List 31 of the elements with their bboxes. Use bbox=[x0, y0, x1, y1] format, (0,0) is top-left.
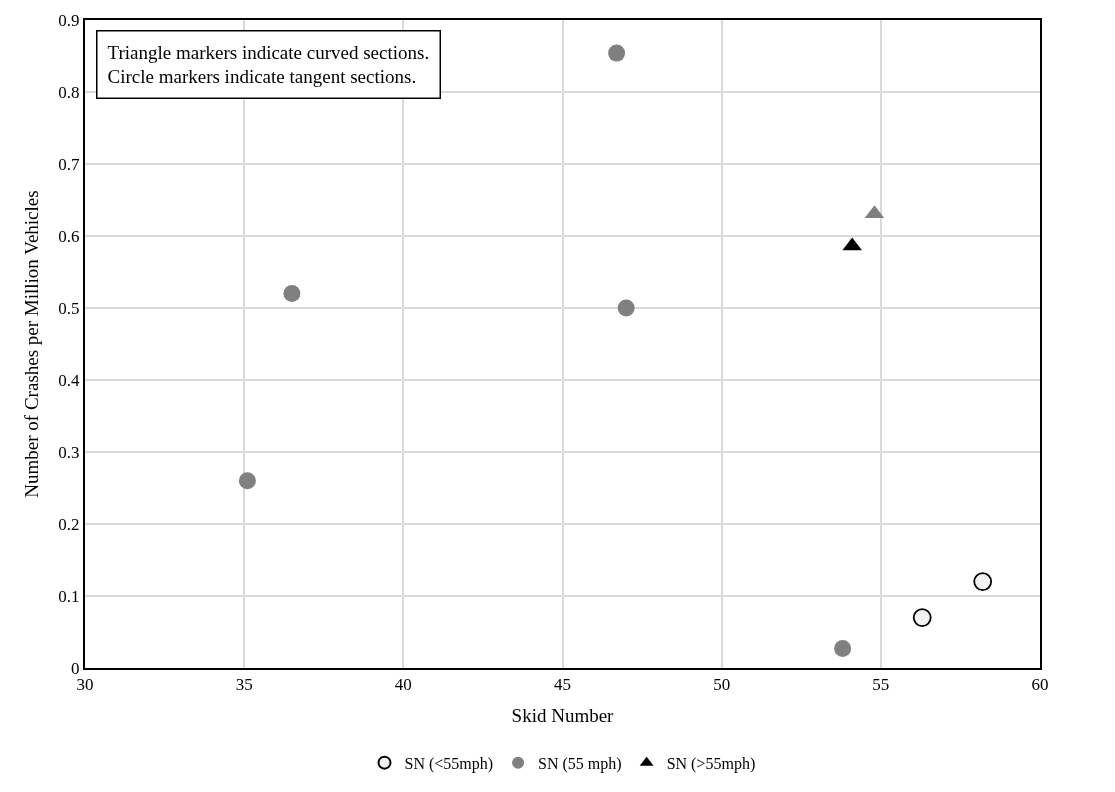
y-tick-label: 0.3 bbox=[58, 442, 80, 462]
y-tick-label: 0.6 bbox=[58, 226, 80, 246]
x-tick-label: 40 bbox=[394, 675, 412, 695]
y-tick-label: 0.5 bbox=[58, 298, 80, 318]
y-axis-title: Number of Crashes per Million Vehicles bbox=[20, 190, 42, 498]
point bbox=[842, 237, 862, 251]
point bbox=[973, 572, 993, 591]
legend-label: SN (55 mph) bbox=[538, 754, 622, 773]
y-tick-label: 0.8 bbox=[58, 82, 80, 102]
legend-label: SN (>55mph) bbox=[666, 754, 756, 773]
point bbox=[834, 640, 852, 658]
y-tick-label: 0 bbox=[71, 658, 80, 678]
annotation: Triangle markers indicate curved sections. Circle markers indicate tangent sections. bbox=[107, 41, 430, 88]
point bbox=[238, 472, 256, 490]
point bbox=[617, 299, 635, 317]
x-tick-label: 60 bbox=[1031, 675, 1049, 695]
x-tick-label: 30 bbox=[76, 675, 94, 695]
x-tick-label: 35 bbox=[235, 675, 253, 695]
x-tick-label: 50 bbox=[713, 675, 731, 695]
legend-label: SN (<55mph) bbox=[404, 754, 494, 773]
point bbox=[283, 285, 301, 303]
y-tick-label: 0.2 bbox=[58, 514, 80, 534]
point bbox=[608, 44, 626, 62]
y-tick-label: 0.4 bbox=[58, 370, 81, 390]
y-tick-label: 0.1 bbox=[58, 586, 80, 606]
point bbox=[912, 608, 932, 627]
x-tick-label: 45 bbox=[554, 675, 571, 695]
y-tick-label: 0.9 bbox=[58, 10, 80, 30]
y-tick-label: 0.7 bbox=[58, 154, 81, 174]
x-tick-label: 55 bbox=[872, 675, 890, 695]
x-axis-title: Skid Number bbox=[511, 704, 615, 726]
